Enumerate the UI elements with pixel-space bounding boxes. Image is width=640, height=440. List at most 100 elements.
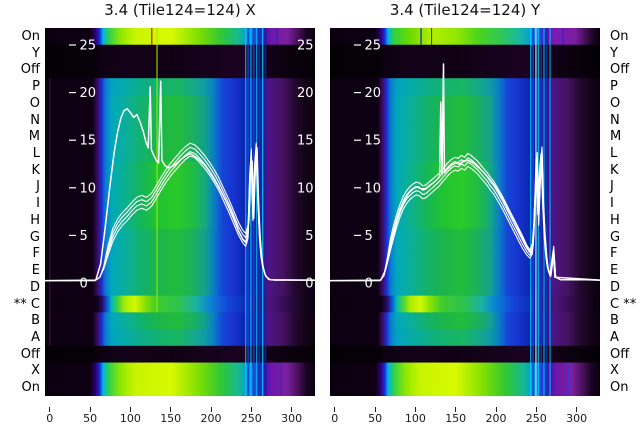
- x-tick-label: 100: [404, 412, 426, 425]
- heatmap-canvas-x: 25 20 15 10 5 0 25 20 15 10 5 0: [45, 28, 315, 396]
- row-label-right-A-18: A: [610, 330, 619, 345]
- row-label-left-M-6: M: [28, 129, 40, 145]
- heatmap-row-F: [45, 245, 315, 263]
- row-label-right-P-3: P: [610, 79, 618, 94]
- heatmap-row-On: [330, 379, 600, 396]
- row-label-right-M-6: M: [610, 129, 622, 145]
- heatmap-stripe: [255, 28, 258, 396]
- x-tick: [250, 407, 252, 412]
- y-tick-label-right: 0: [305, 277, 313, 292]
- heatmap-stripe: [280, 362, 282, 396]
- heatmap-stripe: [250, 28, 252, 396]
- x-tick-label: 50: [83, 412, 98, 425]
- heatmap-stripe: [549, 28, 551, 396]
- row-label-left-Y-1: Y: [32, 45, 40, 61]
- x-tick-label: 0: [331, 412, 339, 425]
- row-label-left-Off-2: Off: [20, 62, 40, 78]
- row-label-right-On-0: On: [610, 28, 629, 44]
- x-tick-label: 300: [566, 412, 588, 425]
- heatmap-row-H: [330, 212, 600, 230]
- y-tick-label-right: 15: [297, 134, 314, 149]
- x-tick: [455, 407, 457, 412]
- row-label-right-H-11: H: [610, 212, 620, 228]
- x-tick-label: 0: [46, 412, 54, 425]
- x-tick: [374, 407, 376, 412]
- row-label-left-K-8: K: [31, 162, 40, 178]
- row-label-right-B-17: B: [610, 313, 619, 329]
- x-tick: [291, 407, 293, 412]
- y-tick-label: 25: [80, 39, 97, 54]
- heatmap-row-X: [45, 362, 315, 380]
- row-label-left-X-20: X: [31, 363, 40, 379]
- x-tick-label: 250: [240, 412, 262, 425]
- heatmap-row-C: [45, 295, 315, 313]
- row-label-left-A-18: A: [31, 330, 40, 345]
- heatmap-stripe: [545, 28, 548, 396]
- x-tick: [576, 407, 578, 412]
- row-label-right-Off-2: Off: [610, 62, 630, 78]
- heatmap-row-Off: [330, 345, 600, 364]
- row-label-left-B-17: B: [31, 313, 40, 329]
- heatmap-panel-y: 25 20 15 10 5 0: [330, 28, 600, 396]
- panel-title-y: 3.4 (Tile124=124) Y: [389, 1, 541, 19]
- row-label-left-I-10: I: [36, 196, 40, 212]
- heatmap-stripe: [264, 28, 267, 396]
- x-tick-label: 50: [368, 412, 383, 425]
- x-tick: [210, 407, 212, 412]
- heatmap-row-A: [330, 329, 600, 347]
- row-label-right-On-21: On: [610, 380, 629, 396]
- row-label-right-L-7: L: [610, 146, 618, 161]
- y-tick-label: 5: [80, 229, 88, 244]
- heatmap-panel-x: 25 20 15 10 5 0 25 20 15 10 5 0: [45, 28, 315, 396]
- x-tick-label: 200: [200, 412, 222, 425]
- row-label-left-C-16: ** C: [13, 296, 40, 312]
- x-tick-label: 150: [160, 412, 182, 425]
- x-tick: [89, 407, 91, 412]
- y-tick-label-right: 10: [297, 181, 314, 196]
- heatmap-row-I: [45, 195, 315, 213]
- heatmap-row-On: [45, 379, 315, 396]
- x-tick: [49, 407, 51, 412]
- heatmap-stripe: [540, 28, 542, 396]
- x-tick-label: 200: [485, 412, 507, 425]
- row-label-right-Off-19: Off: [610, 346, 630, 362]
- row-label-right-K-8: K: [610, 162, 619, 178]
- row-label-left-N-5: N: [30, 112, 40, 128]
- x-tick-label: 300: [281, 412, 303, 425]
- x-tick-label: 150: [445, 412, 467, 425]
- row-label-left-On-21: On: [21, 380, 40, 396]
- heatmap-stripe: [261, 28, 264, 396]
- y-tick-label-right: 20: [297, 86, 314, 101]
- heatmap-canvas-y: 25 20 15 10 5 0: [330, 28, 600, 396]
- row-label-right-E-14: E: [610, 263, 619, 278]
- row-label-right-I-10: I: [610, 196, 614, 212]
- heatmap-row-N: [45, 111, 315, 129]
- x-tick: [535, 407, 537, 412]
- x-tick: [129, 407, 131, 412]
- x-tick: [334, 407, 336, 412]
- heatmap-row-N: [330, 111, 600, 129]
- heatmap-stripe: [156, 28, 158, 313]
- x-tick-label: 250: [525, 412, 547, 425]
- x-tick-label: 100: [119, 412, 141, 425]
- row-label-right-C-16: C **: [610, 296, 637, 312]
- heatmap-stripe: [151, 28, 153, 45]
- panel-title-x: 3.4 (Tile124=124) X: [104, 1, 256, 19]
- y-tick-label: 15: [80, 134, 97, 149]
- y-tick-label: 10: [365, 181, 382, 196]
- row-label-left-P-3: P: [32, 79, 40, 94]
- x-tick: [414, 407, 416, 412]
- y-tick-label: 10: [80, 181, 97, 196]
- row-label-right-N-5: N: [610, 112, 620, 128]
- heatmap-row-B: [45, 312, 315, 330]
- heatmap-row-H: [45, 212, 315, 230]
- heatmap-stripe: [49, 78, 51, 346]
- profile-max: [330, 63, 600, 282]
- x-tick: [170, 407, 172, 412]
- y-tick-label: 20: [80, 86, 97, 101]
- heatmap-stripe: [568, 362, 570, 396]
- heatmap-row-C: [330, 295, 600, 313]
- heatmap-stripe: [530, 28, 532, 396]
- row-label-right-Y-1: Y: [610, 45, 618, 61]
- row-label-left-G-12: G: [29, 229, 40, 245]
